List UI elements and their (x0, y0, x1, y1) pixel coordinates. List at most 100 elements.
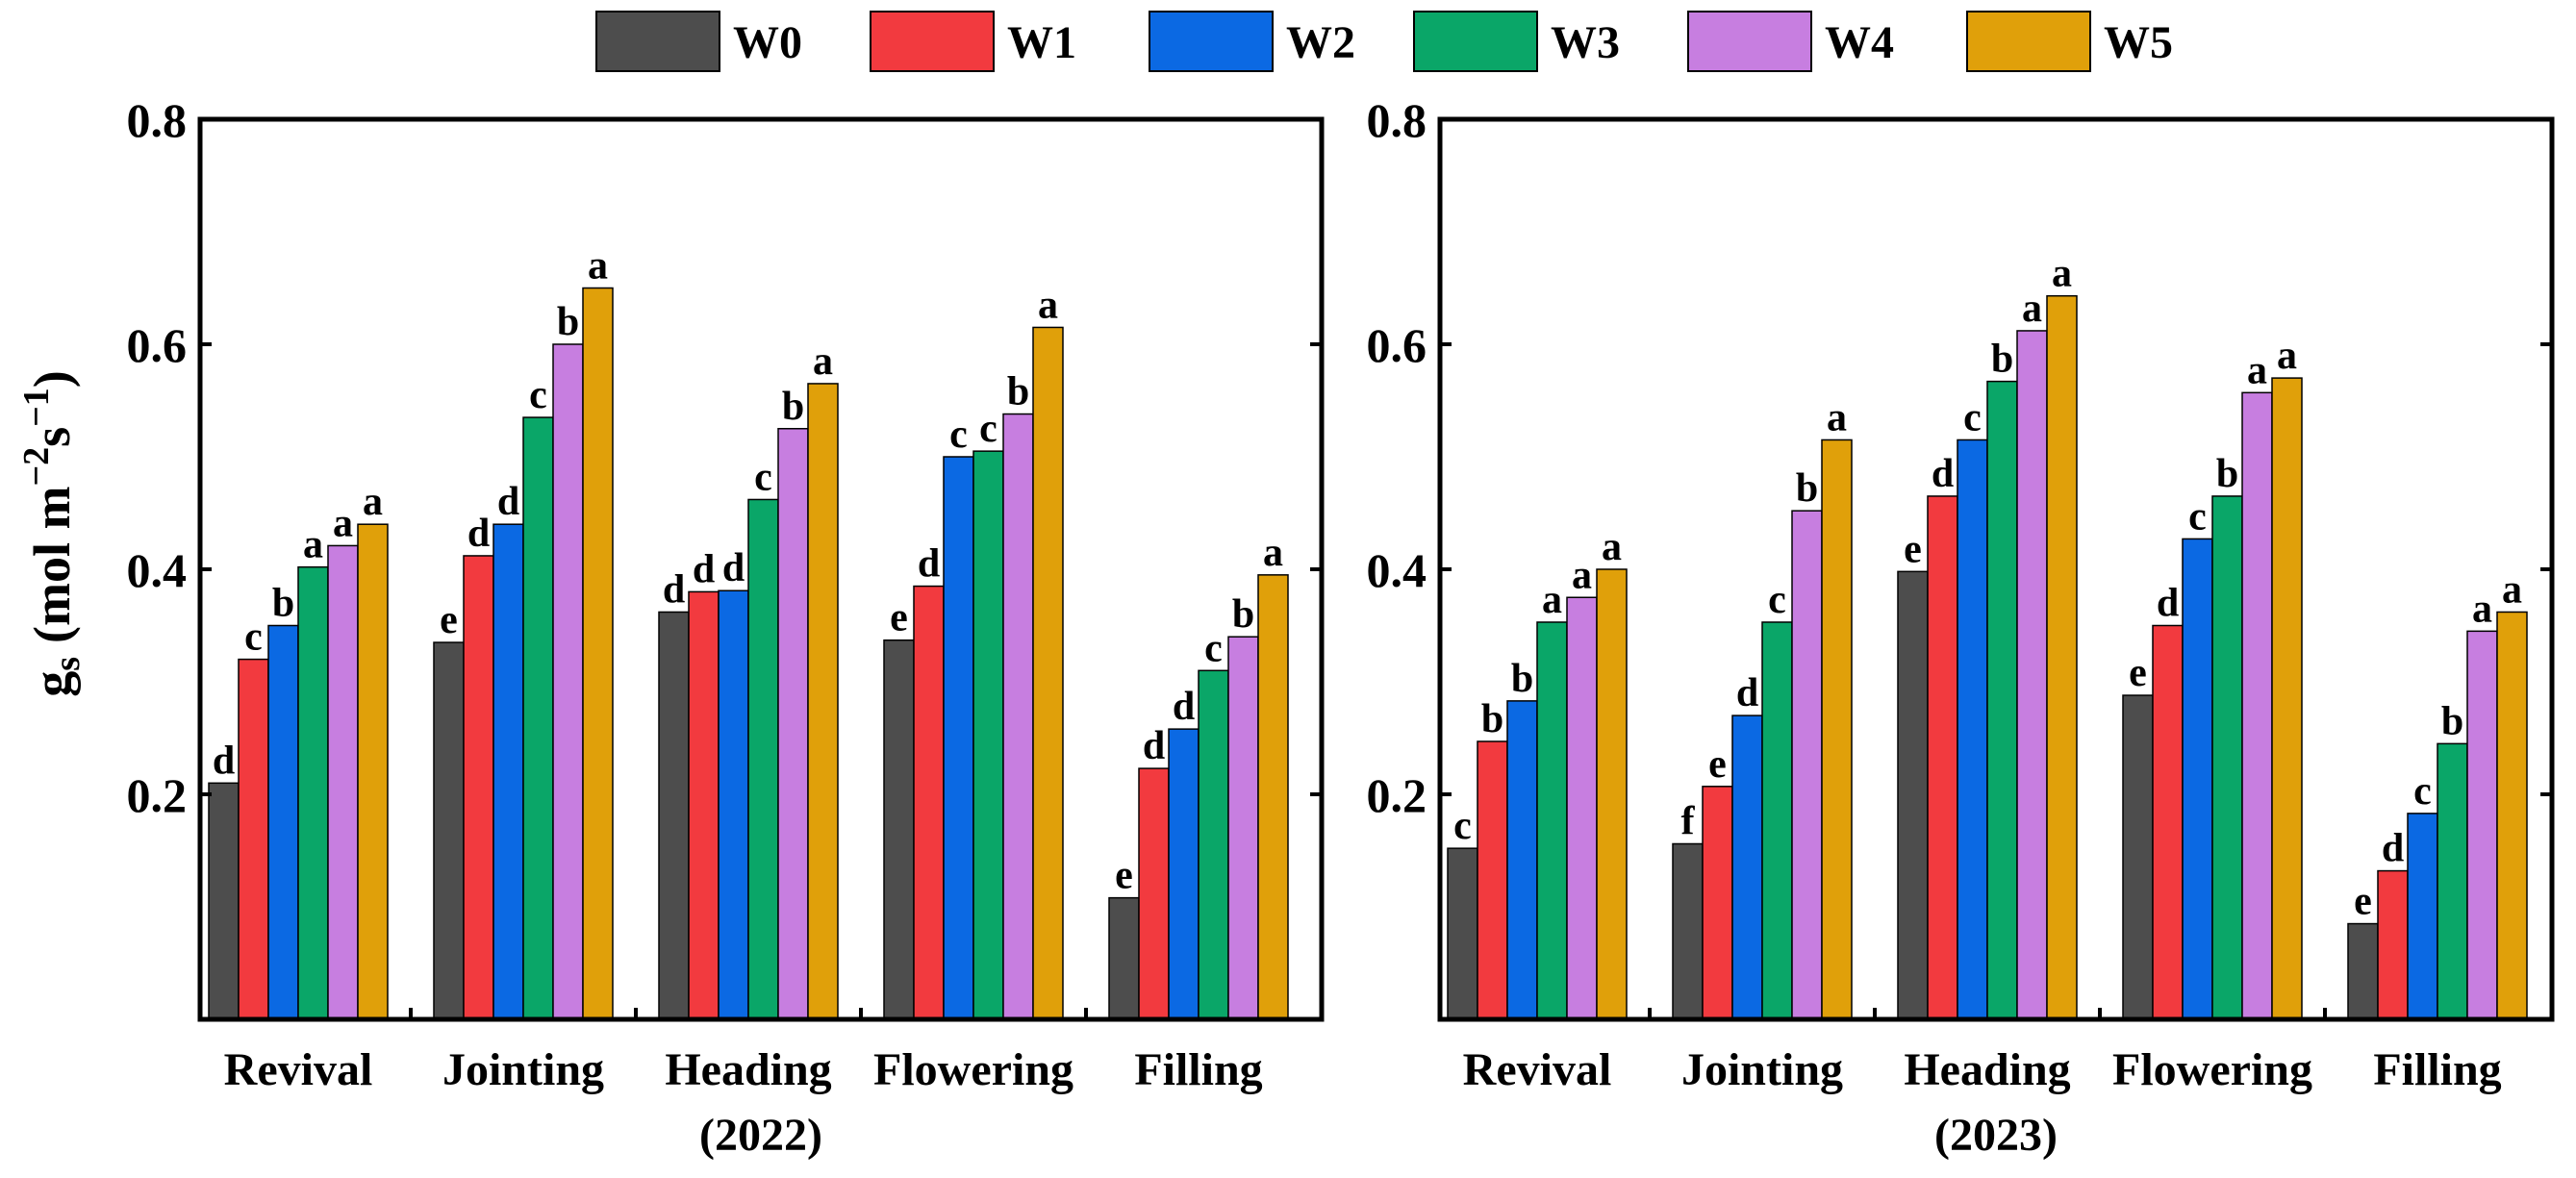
significance-letter: b (1991, 338, 2013, 382)
bar--2022--jointing-w0 (433, 641, 465, 1020)
bar--2022--heading-w0 (658, 611, 690, 1020)
significance-letter: a (303, 523, 323, 567)
bar--2022--filling-w1 (1138, 767, 1170, 1020)
significance-letter: a (2022, 287, 2042, 331)
bar--2023--flowering-w4 (2241, 391, 2273, 1020)
bar--2023--jointing-w5 (1821, 439, 1853, 1020)
significance-letter: b (2216, 452, 2238, 496)
bar--2022--filling-w3 (1198, 669, 1229, 1020)
bar--2023--filling-w5 (2496, 611, 2528, 1020)
legend: W0 W1 W2 W3 W4 W5 (595, 11, 2173, 72)
x-tick-label-heading: Heading (665, 1044, 831, 1095)
bar--2023--jointing-w2 (1731, 714, 1763, 1020)
x-axis-label-2023: (2023) (1934, 1110, 2058, 1161)
bar--2023--jointing-w0 (1672, 842, 1704, 1020)
significance-letter: c (754, 455, 772, 499)
x-tick-label-flowering: Flowering (2112, 1044, 2312, 1095)
significance-letter: d (1173, 685, 1195, 729)
significance-letter: b (1796, 466, 1818, 511)
significance-letter: e (2129, 651, 2147, 695)
significance-letter: a (1038, 283, 1058, 327)
significance-letter: a (2277, 334, 2297, 378)
significance-letter: d (693, 547, 715, 591)
bar--2023--filling-w2 (2407, 813, 2438, 1020)
significance-letter: c (1768, 578, 1786, 622)
legend-swatch-w0 (595, 11, 720, 72)
y-tick-label: 0.8 (1367, 93, 1427, 147)
legend-label-w3: W3 (1551, 17, 1620, 68)
x-tick-label-jointing: Jointing (1681, 1044, 1843, 1095)
y-axis-title-s: s (23, 427, 81, 447)
significance-letter: a (2247, 348, 2267, 392)
legend-swatch-w2 (1149, 11, 1274, 72)
bar--2023--heading-w1 (1927, 495, 1958, 1020)
y-axis-title-sup1: −2 (16, 447, 57, 487)
bar--2023--filling-w1 (2377, 869, 2409, 1020)
x-tick-label-heading: Heading (1904, 1044, 2070, 1095)
significance-letter: c (244, 615, 263, 660)
bar--2022--filling-w2 (1168, 728, 1200, 1020)
bar--2023--filling-w4 (2466, 630, 2498, 1020)
significance-letter: a (813, 339, 833, 384)
significance-letter: a (363, 480, 383, 524)
plot-frame-2022 (197, 116, 1325, 1022)
significance-letter: a (333, 501, 353, 545)
significance-letter: b (272, 582, 294, 626)
y-tick-label: 0.4 (127, 543, 188, 597)
bar--2023--flowering-w5 (2271, 377, 2303, 1020)
x-axis-label-2022: (2022) (699, 1110, 822, 1161)
y-axis-title: gs(mol m−2s−1) (16, 370, 88, 697)
significance-letter: a (2052, 252, 2072, 296)
bar--2022--heading-w5 (807, 383, 839, 1020)
significance-letter: a (2472, 587, 2492, 631)
legend-swatch-w4 (1687, 11, 1812, 72)
significance-letter: c (979, 407, 998, 451)
significance-letter: c (1453, 804, 1472, 848)
y-tick-label: 0.6 (1367, 318, 1427, 372)
significance-letter: c (529, 373, 547, 417)
significance-letter: d (1932, 452, 1954, 496)
significance-letter: e (890, 596, 908, 640)
significance-letter: d (2382, 827, 2404, 871)
y-axis-title-sup2: −1 (16, 388, 57, 427)
significance-letter: a (2502, 567, 2522, 612)
bar--2023--jointing-w3 (1761, 621, 1793, 1020)
bar--2022--heading-w2 (718, 589, 749, 1020)
legend-label-w1: W1 (1007, 17, 1076, 68)
significance-letter: c (1204, 626, 1223, 670)
bar--2023--heading-w0 (1897, 570, 1929, 1020)
bar--2022--heading-w3 (747, 498, 779, 1020)
significance-letter: a (1572, 553, 1592, 597)
significance-letter: e (440, 598, 458, 642)
bar--2023--heading-w5 (2046, 294, 2078, 1020)
significance-letter: a (1542, 578, 1562, 622)
y-axis-title-main: g (23, 671, 81, 697)
bar--2023--flowering-w2 (2182, 538, 2213, 1020)
significance-letter: b (557, 300, 579, 344)
legend-label-w5: W5 (2104, 17, 2173, 68)
bar--2022--revival-w2 (267, 624, 299, 1020)
bar--2022--jointing-w5 (582, 287, 614, 1020)
svg-text:gs(mol m−2s−1): gs(mol m−2s−1) (16, 370, 88, 697)
bar--2022--flowering-w3 (972, 450, 1004, 1020)
significance-letter: a (1602, 525, 1622, 569)
x-tick-label-jointing: Jointing (442, 1044, 604, 1095)
x-tick-label-filling: Filling (1134, 1044, 1262, 1095)
significance-letter: f (1681, 799, 1696, 843)
significance-letter: c (1963, 395, 1982, 439)
bar--2022--revival-w3 (297, 565, 329, 1020)
bar--2023--revival-w2 (1506, 700, 1538, 1020)
y-tick-label: 0.8 (127, 93, 188, 147)
bar--2022--flowering-w4 (1002, 413, 1034, 1020)
bar--2023--revival-w3 (1536, 621, 1568, 1020)
legend-label-w4: W4 (1825, 17, 1894, 68)
bar--2023--filling-w3 (2437, 742, 2468, 1020)
y-axis-title-close: ) (23, 370, 81, 388)
significance-letter: d (663, 567, 685, 612)
legend-swatch-w1 (870, 11, 995, 72)
y-axis-title-sub: s (47, 657, 88, 671)
x-tick-label-revival: Revival (1463, 1044, 1612, 1095)
